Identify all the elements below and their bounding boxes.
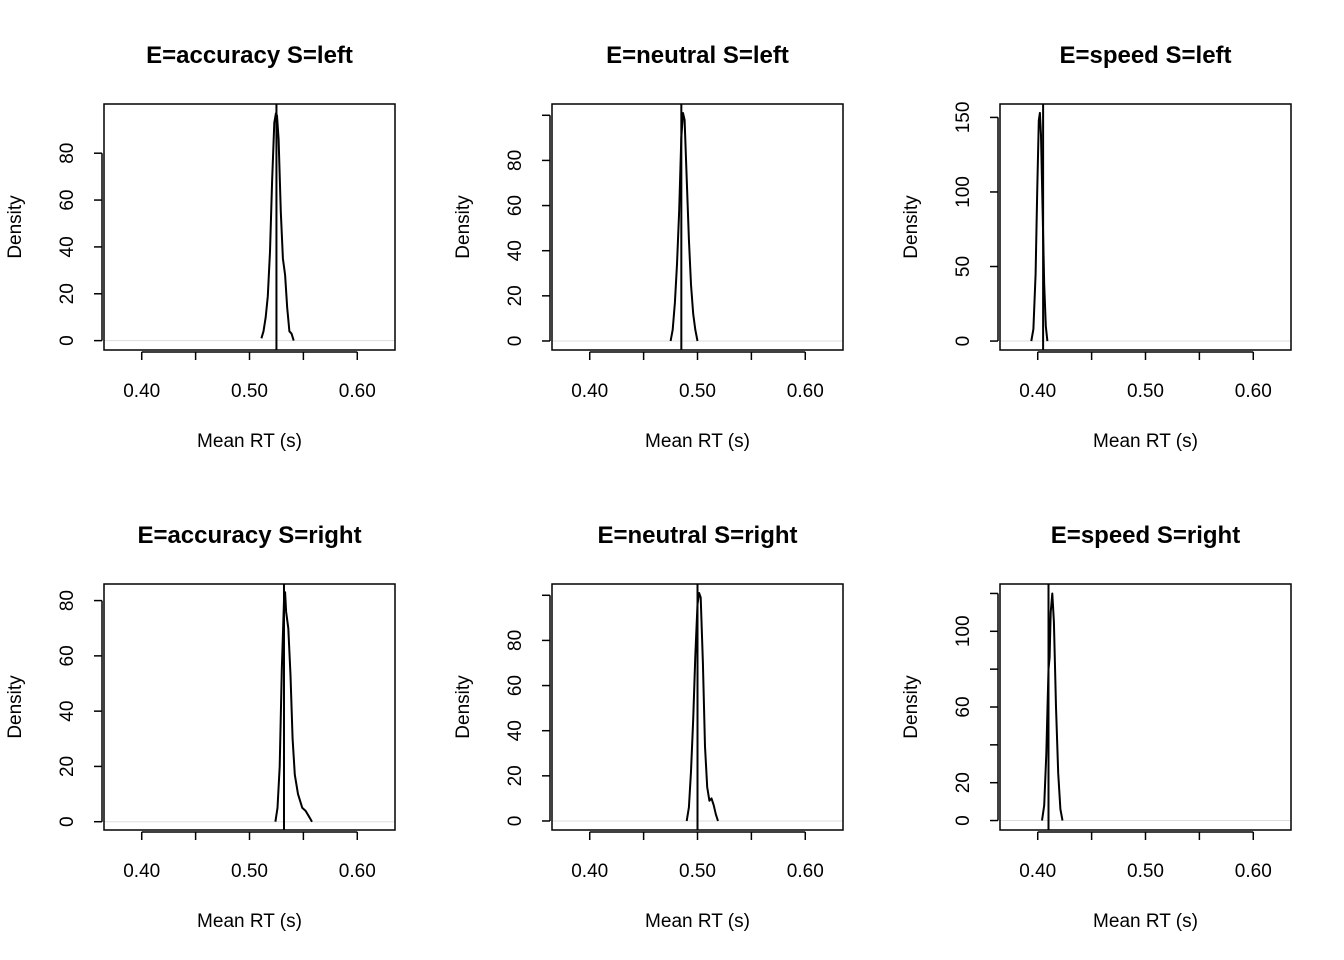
x-tick-label: 0.40 (123, 381, 160, 402)
x-tick-label: 0.50 (1127, 861, 1164, 882)
y-axis-label: Density (453, 675, 474, 739)
x-tick-label: 0.50 (679, 381, 716, 402)
panel-title: E=accuracy S=left (146, 42, 353, 69)
panel-title: E=neutral S=left (606, 42, 789, 69)
y-tick-label: 80 (505, 150, 526, 171)
y-tick-label: 60 (505, 195, 526, 216)
y-tick-label: 0 (505, 816, 526, 827)
y-tick-label: 40 (505, 240, 526, 261)
y-tick-label: 80 (57, 590, 78, 611)
panel-1: E=accuracy S=left 0.40 0.50 0.60 Mean RT (s)… (5, 42, 396, 452)
y-tick-label: 20 (57, 756, 78, 777)
y-tick-label: 20 (953, 772, 974, 793)
x-axis: 0.40 0.50 0.60 (1019, 831, 1272, 882)
plot-frame (999, 103, 1292, 351)
x-axis-label: Mean RT (s) (1093, 431, 1198, 452)
y-tick-label: 80 (57, 143, 78, 164)
y-tick-label: 0 (953, 336, 974, 347)
plot-frame (551, 103, 844, 351)
y-tick-label: 100 (953, 615, 974, 647)
y-axis-label: Density (901, 195, 922, 259)
x-tick-label: 0.60 (339, 861, 376, 882)
x-tick-label: 0.60 (787, 861, 824, 882)
density-curve (1030, 111, 1049, 342)
plot-frame (999, 583, 1292, 831)
y-axis-label: Density (453, 195, 474, 259)
density-curve (1041, 592, 1064, 821)
y-tick-label: 150 (953, 102, 974, 134)
x-axis-label: Mean RT (s) (1093, 911, 1198, 932)
x-tick-label: 0.40 (123, 861, 160, 882)
y-tick-label: 60 (505, 675, 526, 696)
y-axis-label: Density (5, 195, 26, 259)
x-tick-label: 0.60 (1235, 861, 1272, 882)
x-axis: 0.40 0.50 0.60 (123, 831, 376, 882)
panel-6: E=speed S=right 0.40 0.50 0.60 Mean RT (s) 0 2… (901, 522, 1292, 932)
x-axis-label: Mean RT (s) (197, 911, 302, 932)
x-tick-label: 0.50 (1127, 381, 1164, 402)
x-axis: 0.40 0.50 0.60 (571, 351, 824, 402)
x-axis: 0.40 0.50 0.60 (571, 831, 824, 882)
y-tick-label: 60 (953, 696, 974, 717)
y-axis: 0 20 60 100 (953, 592, 999, 826)
x-tick-label: 0.60 (1235, 381, 1272, 402)
y-tick-label: 0 (505, 336, 526, 347)
panel-title: E=speed S=left (1059, 42, 1231, 69)
x-tick-label: 0.60 (339, 381, 376, 402)
y-tick-label: 20 (505, 765, 526, 786)
panel-2: E=neutral S=left 0.40 0.50 0.60 Mean RT (s) 0… (453, 42, 844, 452)
x-axis: 0.40 0.50 0.60 (1019, 351, 1272, 402)
x-tick-label: 0.50 (679, 861, 716, 882)
y-tick-label: 60 (57, 645, 78, 666)
x-tick-label: 0.40 (1019, 861, 1056, 882)
x-axis-label: Mean RT (s) (645, 911, 750, 932)
y-tick-label: 40 (57, 236, 78, 257)
y-axis: 0 50 100 150 (953, 102, 999, 347)
panel-5: E=neutral S=right 0.40 0.50 0.60 Mean RT (s)… (453, 522, 844, 932)
x-axis: 0.40 0.50 0.60 (123, 351, 376, 402)
y-tick-label: 100 (953, 176, 974, 208)
panel-title: E=accuracy S=right (137, 522, 361, 549)
panel-3: E=speed S=left 0.40 0.50 0.60 Mean RT (s) 0 50… (901, 42, 1292, 452)
density-curve (669, 112, 699, 342)
y-tick-label: 40 (57, 701, 78, 722)
y-tick-label: 20 (505, 285, 526, 306)
x-tick-label: 0.40 (1019, 381, 1056, 402)
x-tick-label: 0.60 (787, 381, 824, 402)
y-tick-label: 80 (505, 630, 526, 651)
y-tick-label: 0 (57, 335, 78, 346)
y-tick-label: 0 (57, 816, 78, 827)
x-tick-label: 0.40 (571, 381, 608, 402)
y-tick-label: 0 (953, 815, 974, 826)
x-axis-label: Mean RT (s) (197, 431, 302, 452)
y-tick-label: 50 (953, 256, 974, 277)
y-axis: 0 20 40 60 80 (505, 114, 551, 347)
density-curve (260, 112, 295, 341)
x-tick-label: 0.40 (571, 861, 608, 882)
y-axis: 0 20 40 60 80 (57, 590, 103, 827)
y-tick-label: 40 (505, 720, 526, 741)
x-axis-label: Mean RT (s) (645, 431, 750, 452)
y-axis-label: Density (901, 675, 922, 739)
plot-frame (103, 583, 396, 831)
density-curve (685, 592, 719, 822)
density-curve (274, 591, 313, 823)
y-tick-label: 60 (57, 189, 78, 210)
x-tick-label: 0.50 (231, 381, 268, 402)
panel-title: E=neutral S=right (597, 522, 797, 549)
y-tick-label: 20 (57, 283, 78, 304)
panel-4: E=accuracy S=right 0.40 0.50 0.60 Mean RT (s… (5, 522, 396, 932)
plot-frame (103, 103, 396, 351)
panel-title: E=speed S=right (1051, 522, 1240, 549)
y-axis: 0 20 40 60 80 (505, 594, 551, 827)
y-axis-label: Density (5, 675, 26, 739)
x-tick-label: 0.50 (231, 861, 268, 882)
y-axis: 0 20 40 60 80 (57, 143, 103, 346)
